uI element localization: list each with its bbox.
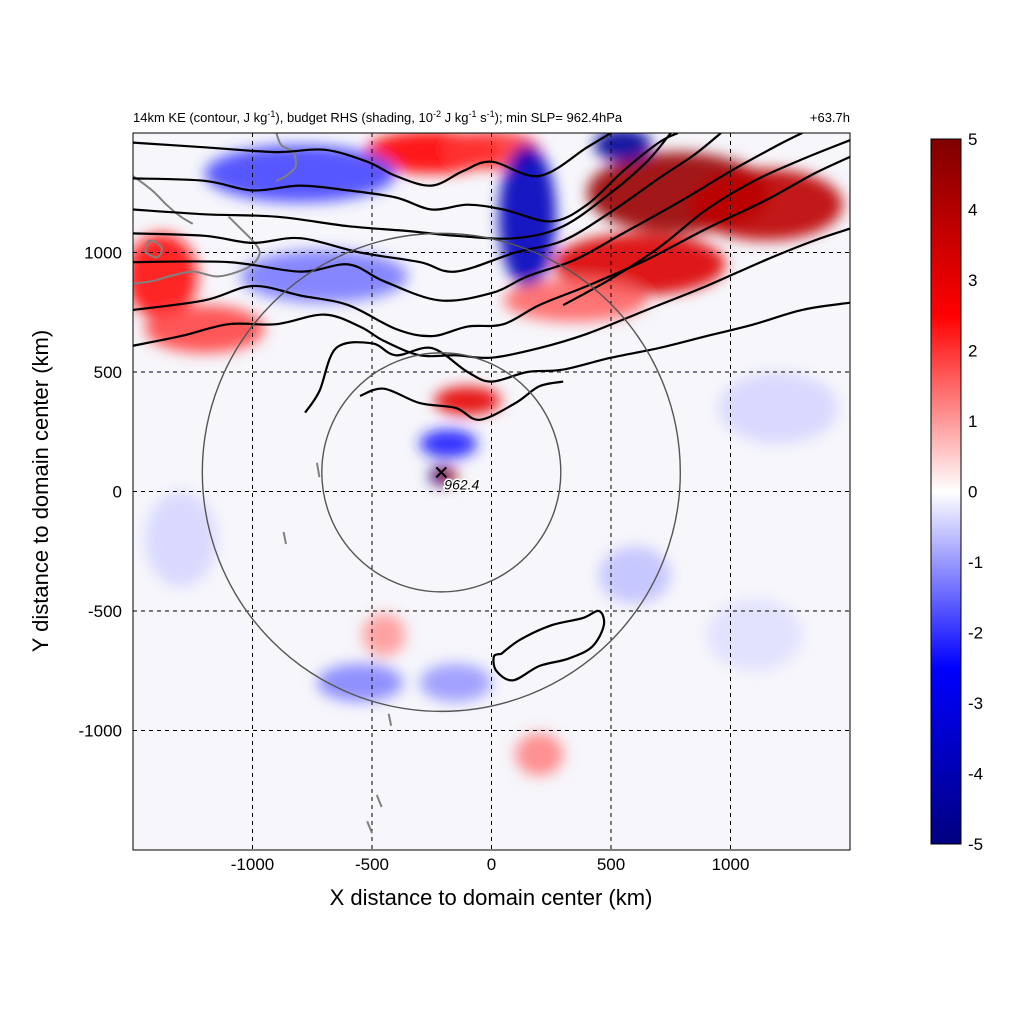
colorbar-tick-label: 2 — [968, 342, 977, 361]
coastline — [282, 531, 287, 545]
ke-contour-line — [133, 133, 679, 223]
shading-blob — [362, 613, 406, 657]
x-tick-label: 1000 — [712, 855, 750, 874]
colorbar-tick-label: 5 — [968, 130, 977, 149]
x-tick-label: 0 — [487, 855, 496, 874]
ke-contour-line — [133, 133, 803, 302]
y-axis-ticks: 1000 500 0 -500 -1000 — [79, 244, 122, 741]
y-axis-label: Y distance to domain center (km) — [28, 330, 53, 652]
shading-blob — [599, 546, 671, 604]
coastline — [316, 462, 321, 478]
shading-blob — [144, 491, 217, 588]
ke-closed-contour — [492, 609, 606, 682]
ke-contour-line — [133, 155, 850, 338]
colorbar-tick-label: 1 — [968, 412, 977, 431]
shading-blob — [503, 278, 647, 322]
ke-contour-line — [562, 139, 850, 307]
shading-blob — [419, 663, 492, 702]
colorbar-tick-label: -1 — [968, 553, 983, 572]
coastline — [133, 215, 261, 285]
x-tick-label: -500 — [355, 855, 389, 874]
min-slp-label: 962.4 — [444, 476, 479, 492]
colorbar-tick-label: 4 — [968, 201, 977, 220]
shading-blob — [317, 663, 404, 702]
colorbar-tick-label: -3 — [968, 694, 983, 713]
shading-blob — [594, 133, 652, 162]
ke-contours — [133, 133, 850, 682]
colorbar-tick-label: -5 — [968, 835, 983, 854]
x-axis-label: X distance to domain center (km) — [330, 885, 653, 910]
coastline — [387, 713, 393, 726]
shading-blob — [515, 732, 564, 776]
forecast-time-label: +63.7h — [810, 110, 850, 125]
storm-center-group: 962.4 — [435, 466, 481, 494]
y-tick-label: -1000 — [79, 722, 122, 741]
ke-contour-line — [133, 133, 722, 273]
chart-title: 14km KE (contour, J kg-1), budget RHS (s… — [133, 109, 623, 125]
shading-blob — [240, 250, 408, 303]
x-tick-label: 500 — [597, 855, 625, 874]
colorbar-tick-label: -2 — [968, 624, 983, 643]
range-circles — [201, 232, 682, 713]
storm-center-marker — [435, 466, 448, 479]
shading-blob — [706, 599, 803, 671]
plot-frame — [132, 132, 851, 851]
ke-contour-line — [133, 133, 672, 240]
y-tick-label: -500 — [88, 602, 122, 621]
coastline — [375, 794, 383, 808]
y-tick-label: 1000 — [84, 244, 122, 263]
coastlines — [133, 133, 393, 834]
coastline — [366, 820, 373, 834]
y-tick-label: 500 — [94, 363, 122, 382]
colorbar-tick-label: 0 — [968, 483, 977, 502]
colorbar-tick-label: 3 — [968, 271, 977, 290]
x-tick-label: -1000 — [231, 855, 274, 874]
y-tick-label: 0 — [113, 483, 122, 502]
x-axis-ticks: -1000 -500 0 500 1000 — [231, 855, 750, 874]
shading-blob — [689, 168, 843, 241]
coastline — [275, 133, 297, 182]
coastline — [133, 175, 194, 225]
colorbar — [930, 138, 962, 845]
plot-background — [133, 133, 850, 850]
colorbar-ticks: 5 4 3 2 1 0 -1 -2 -3 -4 -5 — [968, 130, 983, 854]
ke-contour-line — [304, 301, 850, 414]
ke-contour-line — [359, 380, 564, 421]
shading-blob — [718, 372, 839, 444]
range-circle — [321, 352, 562, 593]
coastline — [143, 239, 163, 259]
ke-contour-line — [133, 133, 612, 187]
ke-contour-line — [133, 227, 850, 360]
range-circle — [201, 232, 682, 713]
shading-blob — [419, 429, 478, 459]
colorbar-tick-label: -4 — [968, 765, 983, 784]
